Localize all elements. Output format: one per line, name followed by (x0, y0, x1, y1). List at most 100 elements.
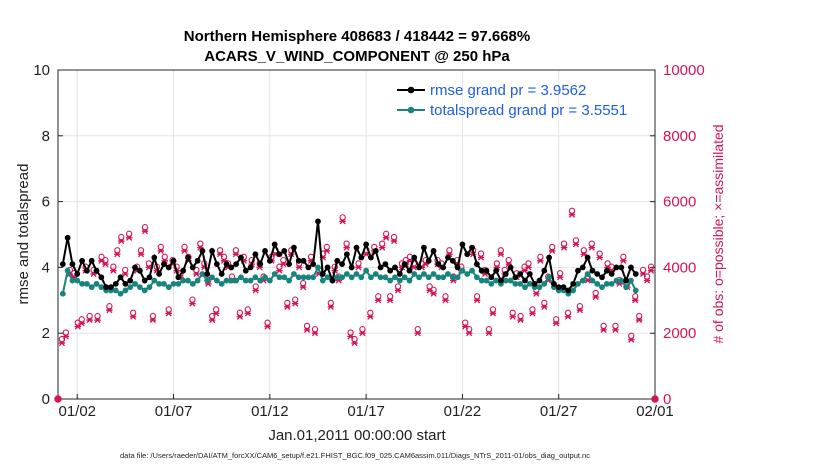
rmse-point (503, 271, 509, 277)
rmse-point (431, 248, 437, 254)
spread-point (474, 274, 480, 280)
spread-point (411, 271, 417, 277)
spread-point (248, 278, 254, 284)
rmse-point (315, 218, 321, 224)
spread-point (594, 281, 600, 287)
spread-point (354, 271, 360, 277)
rmse-point (628, 265, 634, 271)
spread-point (382, 274, 388, 280)
y-tick-label: 4 (42, 259, 50, 276)
y-tick-label: 2 (42, 325, 50, 342)
x-tick-label: 01/07 (155, 403, 193, 420)
spread-point (469, 268, 475, 274)
data-file-footer: data file: /Users/raeder/DAI/ATM_forcXX/… (120, 451, 590, 460)
rmse-point (392, 265, 398, 271)
rmse-point (151, 255, 157, 261)
spread-point (599, 284, 605, 290)
rmse-point (127, 278, 133, 284)
spread-point (310, 274, 316, 280)
y-tick-label: 10 (33, 62, 50, 79)
rmse-point (252, 251, 258, 257)
rmse-point (522, 278, 528, 284)
spread-point (65, 268, 71, 274)
rmse-point (272, 241, 278, 247)
y2-tick-label: 8000 (663, 128, 696, 145)
rmse-point (387, 268, 393, 274)
spread-point (445, 271, 451, 277)
rmse-point (537, 278, 543, 284)
rmse-point (368, 255, 374, 261)
rmse-point (123, 281, 129, 287)
rmse-point (344, 251, 350, 257)
spread-point (426, 274, 432, 280)
spread-point (484, 278, 490, 284)
spread-point (431, 271, 437, 277)
rmse-point (257, 261, 263, 267)
rmse-point (204, 271, 210, 277)
rmse-point (180, 268, 186, 274)
spread-point (517, 281, 523, 287)
rmse-point (243, 268, 249, 274)
rmse-point (161, 261, 167, 267)
spread-point (541, 281, 547, 287)
rmse-point (565, 288, 571, 294)
rmse-point (175, 274, 181, 280)
spread-point (402, 274, 408, 280)
rmse-point (224, 261, 230, 267)
spread-point (537, 284, 543, 290)
spread-point (633, 288, 639, 294)
rmse-point (291, 245, 297, 251)
spread-point (315, 265, 321, 271)
y-axis-label: rmse and totalspread (15, 164, 32, 305)
rmse-point (373, 248, 379, 254)
spread-point (89, 284, 95, 290)
rmse-point (618, 265, 624, 271)
rmse-point (604, 268, 610, 274)
rmse-point (464, 251, 470, 257)
spread-point (421, 271, 427, 277)
rmse-point (402, 261, 408, 267)
rmse-point (132, 265, 138, 271)
rmse-point (228, 265, 234, 271)
spread-point (147, 284, 153, 290)
rmse-point (113, 281, 119, 287)
x-tick-label: 01/12 (251, 403, 289, 420)
rmse-point (65, 235, 71, 241)
rmse-point (633, 271, 639, 277)
rmse-point (60, 261, 66, 267)
rmse-point (349, 265, 355, 271)
spread-point (175, 281, 181, 287)
spread-point (238, 274, 244, 280)
rmse-point (378, 265, 384, 271)
rmse-point (70, 261, 76, 267)
rmse-point (89, 258, 95, 264)
rmse-point (320, 271, 326, 277)
spread-point (204, 278, 210, 284)
rmse-point (301, 258, 307, 264)
rmse-point (460, 241, 466, 247)
spread-point (392, 274, 398, 280)
rmse-point (325, 265, 331, 271)
rmse-point (570, 281, 576, 287)
spread-point (464, 271, 470, 277)
y2-tick-label: 10000 (663, 62, 705, 79)
spread-point (161, 281, 167, 287)
spread-point (580, 278, 586, 284)
spread-point (508, 278, 514, 284)
rmse-point (590, 268, 596, 274)
x-tick-label: 01/17 (347, 403, 385, 420)
rmse-point (551, 281, 557, 287)
rmse-point (416, 265, 422, 271)
rmse-point (354, 245, 360, 251)
rmse-point (411, 255, 417, 261)
spread-point (233, 278, 239, 284)
rmse-point (455, 265, 461, 271)
rmse-point (238, 255, 244, 261)
x-tick-label: 01/27 (540, 403, 578, 420)
rmse-point (382, 261, 388, 267)
obs-zero-marker (55, 396, 61, 402)
rmse-point (339, 261, 345, 267)
rmse-point (575, 268, 581, 274)
spread-point (609, 281, 615, 287)
spread-point (522, 284, 528, 290)
